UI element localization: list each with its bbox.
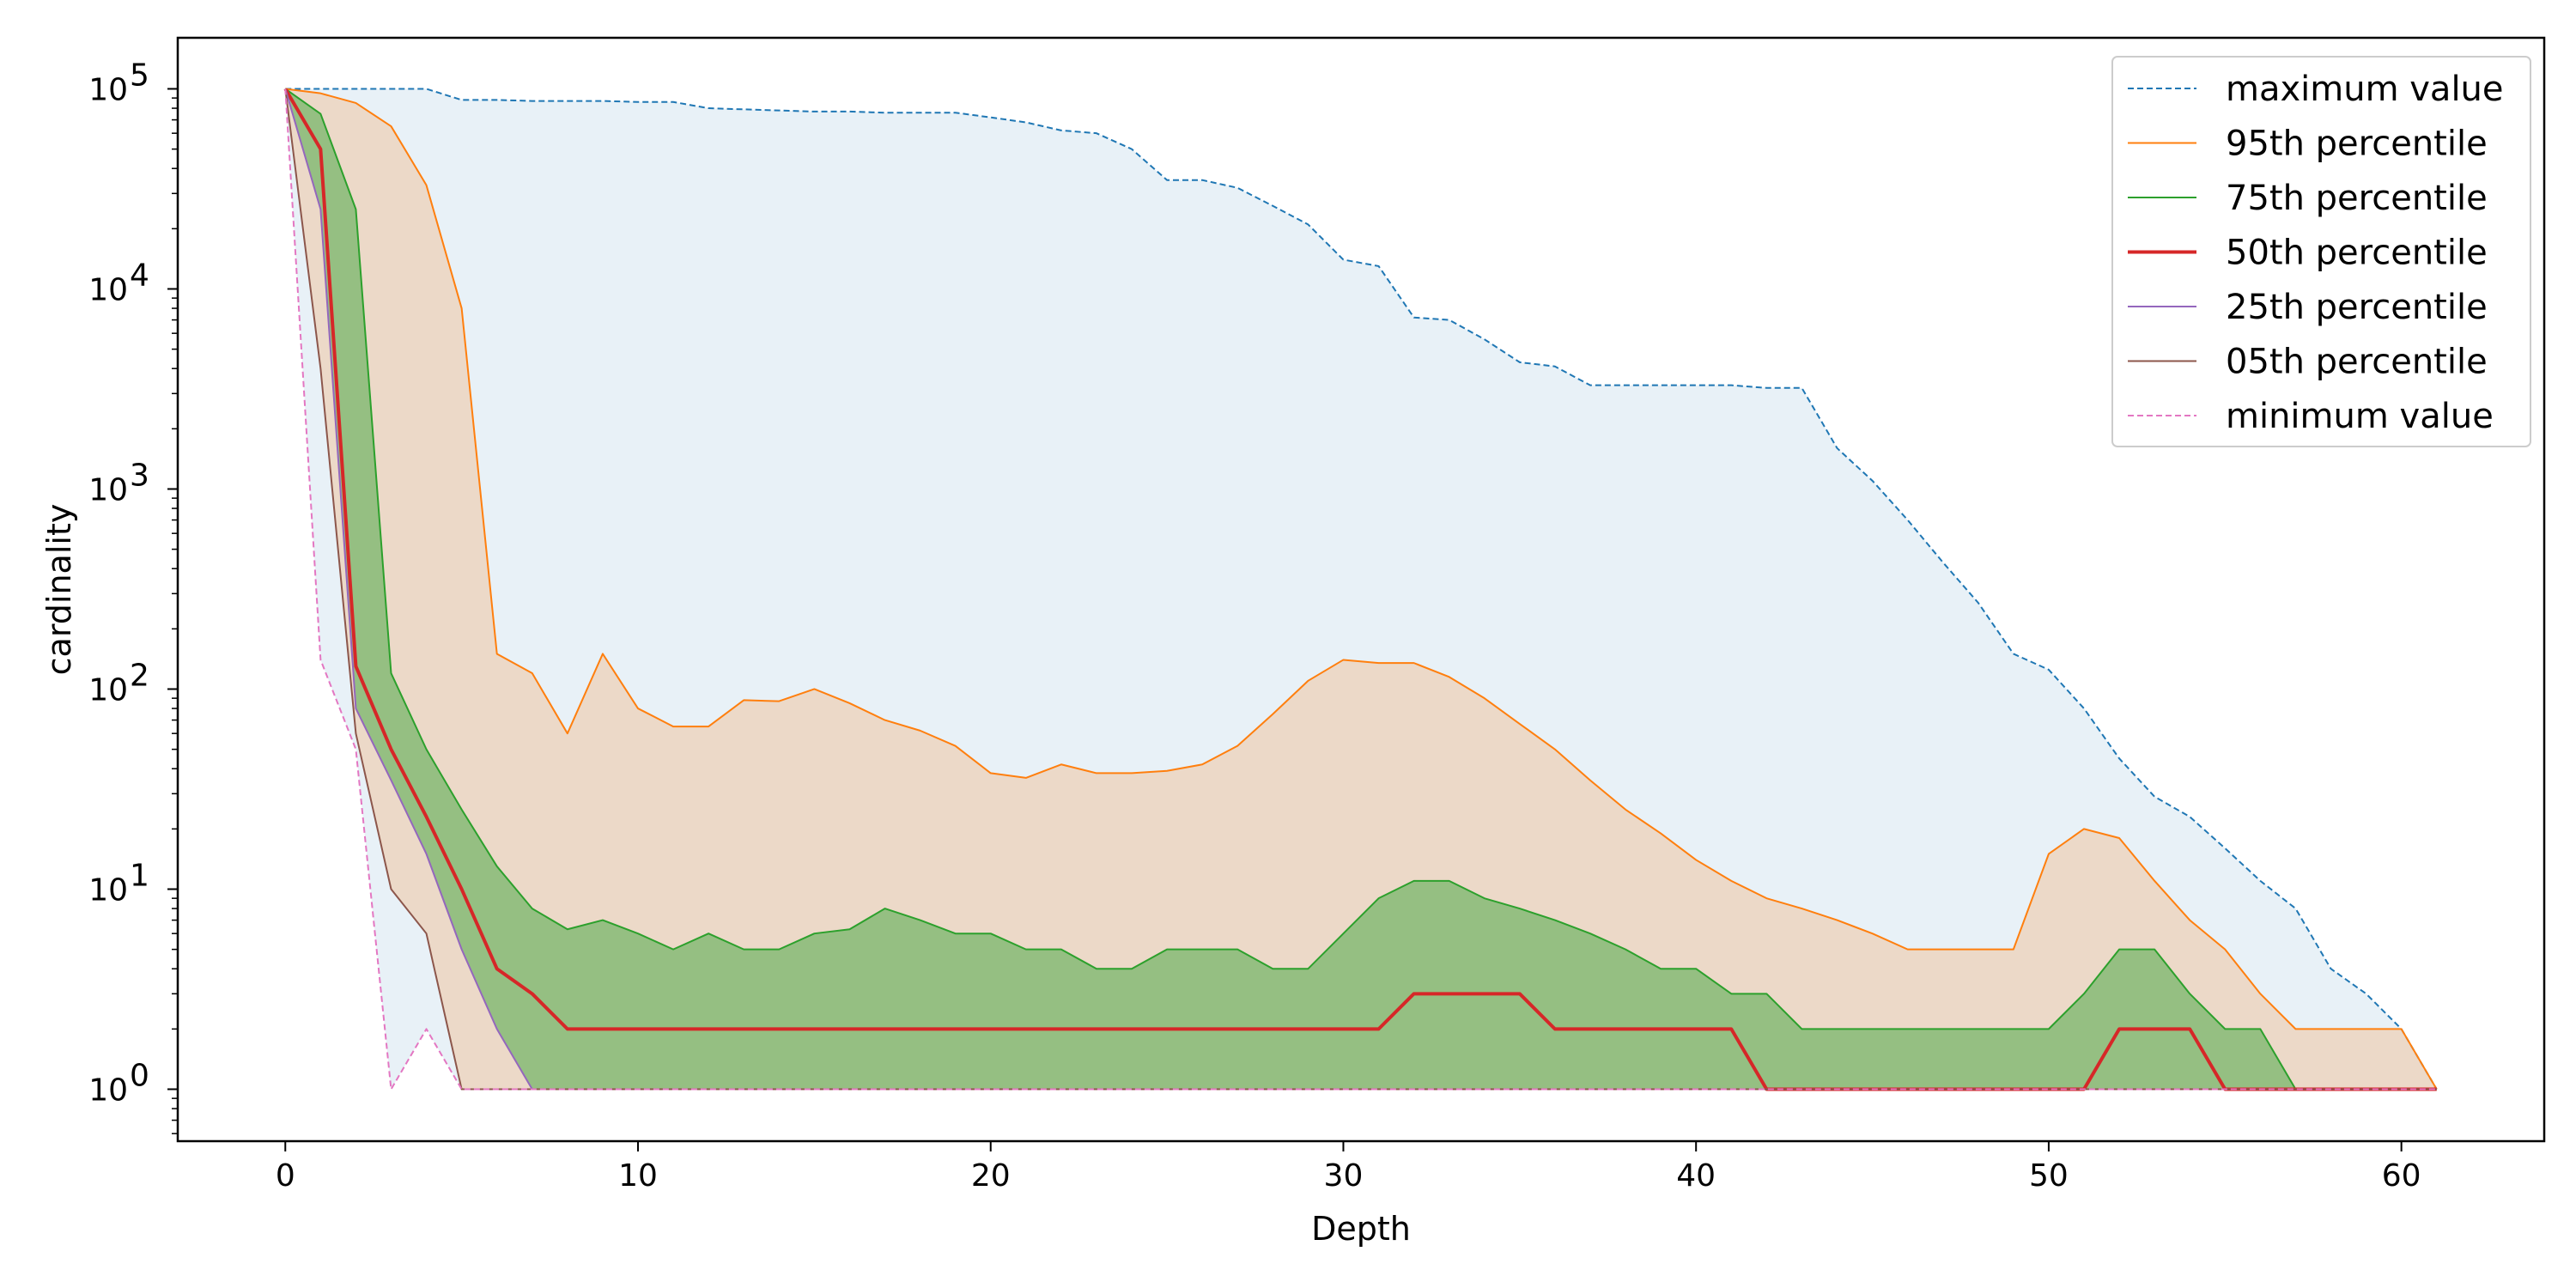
legend-label: 95th percentile: [2226, 125, 2488, 164]
legend-label: 75th percentile: [2226, 179, 2488, 218]
legend: maximum value 95th percentile 75th percent…: [2111, 56, 2531, 447]
y-tick-label: 10: [88, 1073, 128, 1109]
y-tick-label: 10: [88, 72, 128, 107]
y-tick-label: 10: [88, 472, 128, 507]
y-tick-exponent: 1: [130, 858, 149, 893]
series-line-95th-percentile: [285, 88, 2438, 1091]
x-tick-label: 20: [971, 1158, 1011, 1194]
x-tick-label: 50: [2029, 1158, 2069, 1194]
x-tick-label: 0: [276, 1158, 295, 1194]
y-tick-exponent: 2: [130, 658, 149, 693]
series-line-05th-percentile: [284, 88, 2437, 1091]
x-axis-label: Depth: [1311, 1210, 1411, 1248]
x-tick-label: 60: [2382, 1158, 2421, 1194]
x-axis-ticks: 0 10 20 30 40 50 60: [276, 1141, 2421, 1194]
legend-box: [2111, 56, 2531, 447]
fill-band-2: [285, 88, 2437, 1090]
fill-band-3: [285, 88, 2437, 1090]
series-line-maximum-value: [285, 88, 2438, 1091]
y-tick-label: 10: [88, 872, 128, 908]
legend-items: maximum value 95th percentile 75th percent…: [2128, 70, 2504, 436]
x-tick-label: 10: [618, 1158, 658, 1194]
legend-label: maximum value: [2226, 70, 2504, 109]
y-tick-label: 10: [88, 672, 128, 708]
y-tick-label: 10: [88, 272, 128, 307]
legend-label: minimum value: [2226, 397, 2494, 436]
series-line-75th-percentile: [284, 88, 2437, 1091]
y-tick-exponent: 5: [130, 58, 149, 93]
plot-frame: [176, 36, 2546, 1143]
y-tick-exponent: 0: [130, 1059, 149, 1094]
x-tick-label: 40: [1676, 1158, 1716, 1194]
legend-label: 05th percentile: [2226, 343, 2488, 382]
legend-label: 50th percentile: [2226, 234, 2488, 273]
fill-band-1: [285, 88, 2437, 1090]
legend-label: 25th percentile: [2226, 288, 2488, 327]
y-tick-exponent: 3: [130, 458, 149, 493]
fill-bands: [285, 88, 2437, 1090]
y-axis-label: cardinality: [40, 504, 78, 676]
x-tick-label: 30: [1324, 1158, 1364, 1194]
y-tick-exponent: 4: [130, 258, 149, 293]
series-lines: [283, 88, 2438, 1091]
